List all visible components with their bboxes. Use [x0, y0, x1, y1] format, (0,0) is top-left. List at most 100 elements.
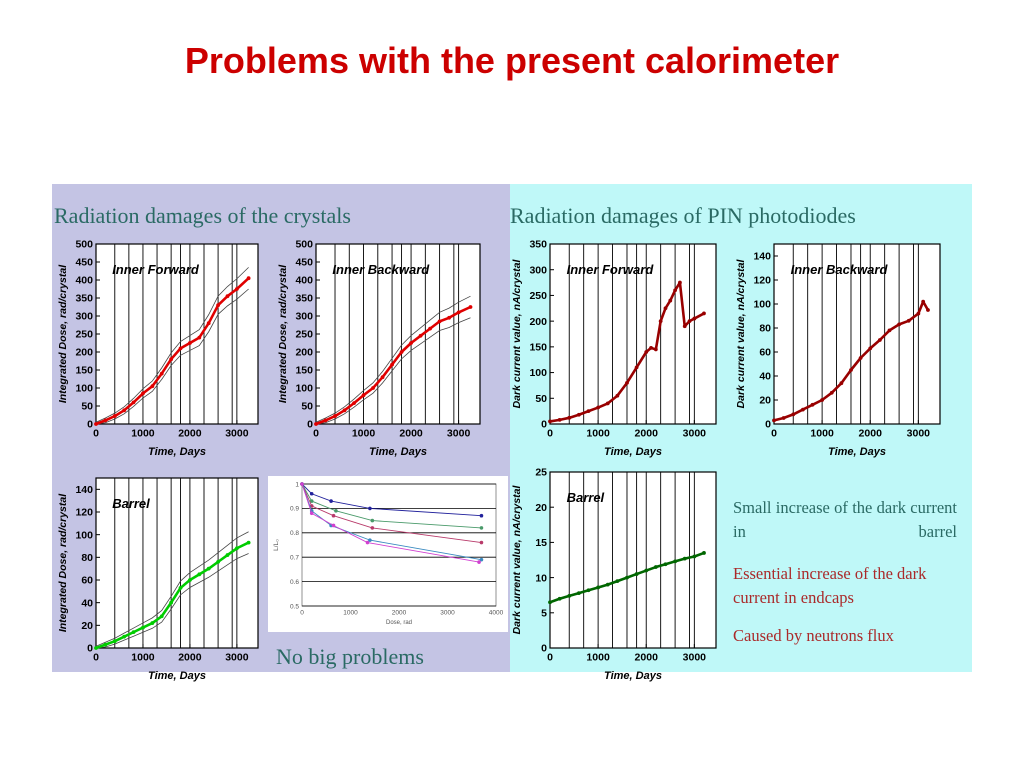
- chart-title: Inner Backward: [791, 262, 889, 277]
- x-tick-label: 2000: [859, 428, 883, 440]
- y-axis-label: Integrated Dose, rad/crystal: [57, 264, 69, 403]
- x-tick-label: 0: [93, 428, 99, 440]
- y-tick-label: 200: [529, 316, 547, 328]
- x-tick-label: 3000: [440, 610, 455, 617]
- data-point: [314, 422, 318, 426]
- data-point: [112, 414, 117, 418]
- y-axis-label: Dark current value, nA/crystal: [511, 259, 523, 409]
- data-point: [122, 408, 127, 413]
- chart-pin-barrel: 0 5 10 15 20 25 0 1000 2000 3000 Time, Days Dark cu…: [511, 467, 717, 682]
- plot-area: [95, 477, 259, 649]
- data-point: [567, 415, 572, 420]
- x-axis-label: Time, Days: [604, 446, 662, 458]
- x-axis-label: Time, Days: [604, 670, 662, 682]
- data-point: [673, 288, 678, 293]
- data-point: [112, 639, 117, 644]
- y-tick-label: 350: [75, 293, 93, 305]
- y-tick-label: 350: [529, 239, 547, 251]
- data-point: [678, 280, 682, 285]
- x-axis-label: Time, Days: [828, 446, 886, 458]
- data-point: [634, 365, 639, 370]
- series-5-point: [477, 560, 481, 564]
- data-point: [197, 572, 202, 577]
- data-point: [150, 384, 155, 389]
- chart-dose-inner-backward: 0 50 100 150 200 250 300 350 400 450 500 0 1000 2000 3…: [277, 239, 481, 458]
- chart-pin-inner-backward: 0 20 40 60 80 100 120 140 0 1000 2000 3000 Time, Day…: [735, 243, 941, 458]
- band-upper: [95, 531, 249, 647]
- data-point: [921, 299, 926, 304]
- x-tick-label: 1000: [586, 428, 610, 440]
- data-point: [877, 338, 882, 342]
- y-tick-label: 20: [535, 502, 547, 514]
- chart-title: Inner Forward: [112, 262, 200, 277]
- pin-heading: Radiation damages of PIN photodiodes: [510, 203, 856, 228]
- data-point: [644, 350, 649, 354]
- data-point: [615, 579, 620, 584]
- x-tick-label: 2000: [399, 428, 423, 440]
- data-point: [634, 572, 639, 576]
- data-point: [468, 305, 473, 309]
- y-tick-label: 25: [535, 467, 547, 479]
- y-tick-label: 0.9: [290, 506, 299, 513]
- x-tick-label: 2000: [392, 610, 407, 617]
- data-point: [781, 416, 786, 420]
- data-point: [342, 408, 347, 413]
- data-point: [557, 417, 562, 422]
- y-tick-label: 200: [75, 347, 93, 359]
- series-2-point: [370, 518, 375, 523]
- data-point: [810, 402, 815, 407]
- x-tick-label: 1000: [352, 428, 376, 440]
- x-tick-label: 0: [547, 428, 553, 440]
- data-point: [820, 398, 825, 402]
- data-point: [216, 559, 220, 564]
- data-point: [596, 405, 601, 410]
- data-point: [658, 319, 663, 324]
- data-point: [234, 287, 239, 291]
- chart-light-yield: 0.5 0.6 0.7 0.8 0.9 1 0 1000 2000 3000 4000 Dose, r…: [273, 481, 504, 626]
- x-tick-label: 0: [771, 428, 777, 440]
- y-tick-label: 150: [75, 365, 93, 377]
- y-axis-label: Integrated Dose, rad/crystal: [277, 264, 289, 403]
- data-point: [216, 303, 220, 308]
- data-point: [692, 554, 697, 559]
- y-tick-label: 10: [535, 572, 547, 584]
- series-3-point: [370, 526, 375, 530]
- data-point: [625, 575, 629, 580]
- y-tick-label: 0.7: [290, 554, 299, 561]
- y-tick-label: 500: [75, 239, 93, 251]
- data-point: [673, 559, 678, 564]
- x-tick-label: 0: [313, 428, 319, 440]
- x-axis-label: Time, Days: [148, 446, 206, 458]
- chart-dose-inner-forward: 0 50 100 150 200 250 300 350 400 450 500 0 1000 2000 3…: [57, 239, 259, 458]
- y-tick-label: 100: [753, 299, 771, 311]
- y-tick-label: 60: [81, 575, 93, 587]
- data-point: [548, 419, 552, 424]
- data-point: [906, 318, 911, 323]
- data-point: [668, 298, 673, 303]
- x-axis-label: Time, Days: [369, 446, 427, 458]
- series-5-point: [331, 523, 336, 528]
- data-point: [456, 310, 461, 315]
- y-tick-label: 100: [75, 529, 93, 541]
- data-point: [399, 350, 404, 354]
- data-point: [371, 386, 375, 390]
- x-axis-label: Dose, rad: [386, 620, 412, 626]
- y-tick-label: 100: [295, 383, 313, 395]
- band-upper: [315, 295, 471, 423]
- band-upper: [95, 267, 249, 423]
- y-tick-label: 150: [529, 342, 547, 354]
- data-point: [887, 328, 892, 333]
- series-line: [549, 281, 705, 423]
- data-point: [586, 588, 591, 593]
- y-tick-label: 50: [301, 401, 313, 413]
- x-tick-label: 0: [93, 652, 99, 664]
- y-tick-label: 1: [295, 481, 299, 488]
- y-tick-label: 40: [81, 597, 93, 609]
- note-cause: Caused by neutrons flux: [733, 626, 894, 645]
- data-point: [586, 409, 591, 414]
- note-barrel: Small increase of the dark current in ba…: [733, 498, 957, 541]
- data-point: [197, 335, 202, 340]
- data-point: [437, 319, 442, 324]
- data-point: [159, 614, 164, 619]
- x-tick-label: 3000: [447, 428, 471, 440]
